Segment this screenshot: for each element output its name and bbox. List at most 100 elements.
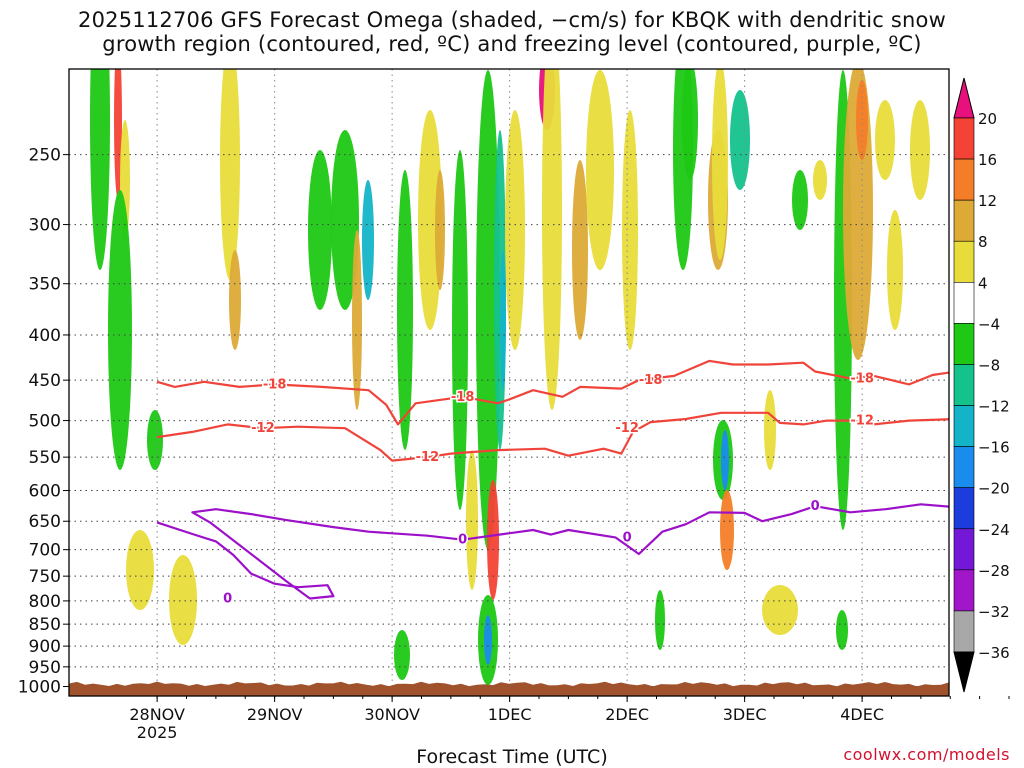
omega-blob xyxy=(622,110,638,350)
omega-blob xyxy=(229,250,241,350)
omega-blob xyxy=(682,69,698,180)
omega-blob xyxy=(108,190,132,470)
y-tick-label: 400 xyxy=(29,326,61,346)
chart-title: 2025112706 GFS Forecast Omega (shaded, −… xyxy=(78,8,946,32)
omega-blob xyxy=(466,450,478,590)
contour-label: -18 xyxy=(639,373,663,388)
y-tick-label: 300 xyxy=(29,216,61,236)
omega-blob xyxy=(762,585,798,635)
omega-blob xyxy=(887,210,903,330)
omega-blob xyxy=(655,590,665,650)
contour-label: -12 xyxy=(251,421,275,436)
contour-label: 0 xyxy=(811,499,820,514)
colorbar-segment xyxy=(953,446,975,488)
contour-label: 0 xyxy=(223,592,232,607)
y-tick-label: 950 xyxy=(29,658,61,678)
contour-label: -18 xyxy=(850,371,874,386)
colorbar-label: −4 xyxy=(978,315,1000,333)
y-tick-label: 750 xyxy=(29,567,61,587)
colorbar-segment xyxy=(953,405,975,447)
contour-label: -12 xyxy=(850,414,874,429)
colorbar-segment xyxy=(953,282,975,324)
y-tick-label: 1000 xyxy=(18,678,61,698)
omega-blob xyxy=(147,410,163,470)
omega-blob xyxy=(90,69,110,270)
y-tick-label: 900 xyxy=(29,637,61,657)
colorbar-label: −8 xyxy=(978,356,1000,374)
omega-blob xyxy=(484,615,492,665)
omega-blob xyxy=(721,430,729,490)
colorbar-label: 12 xyxy=(978,192,997,210)
omega-blob xyxy=(126,530,154,610)
omega-blob xyxy=(452,150,468,510)
colorbar-bottom-triangle xyxy=(953,651,975,693)
omega-blob xyxy=(586,70,614,270)
x-tick-label: 1DEC xyxy=(488,705,532,724)
temperature-contours: -18 -18 -18 -18 -12 -12 -12 -12 0 0 0 0 xyxy=(156,359,949,608)
omega-blob xyxy=(476,70,500,550)
contour-label: -12 xyxy=(416,450,440,465)
colorbar-label: −24 xyxy=(978,521,1010,539)
y-tick-label: 850 xyxy=(29,615,61,635)
omega-blob xyxy=(712,69,728,260)
contour-label: 0 xyxy=(458,533,467,548)
y-tick-label: 500 xyxy=(29,412,61,432)
x-year-label: 2025 xyxy=(137,723,178,742)
y-tick-label: 550 xyxy=(29,448,61,468)
chart-subtitle: growth region (contoured, red, ºC) and f… xyxy=(102,32,922,56)
omega-blob xyxy=(813,160,827,200)
omega-blob xyxy=(505,110,525,350)
contour-label: -12 xyxy=(615,421,639,436)
omega-blob xyxy=(572,160,588,340)
y-axis: 2503003504004505005506006507007508008509… xyxy=(18,146,69,698)
x-tick-label: 28NOV xyxy=(129,705,185,724)
y-tick-label: 450 xyxy=(29,371,61,391)
colorbar-segment xyxy=(953,487,975,530)
omega-blob xyxy=(397,170,413,450)
colorbar-label: −28 xyxy=(978,562,1010,580)
y-tick-label: 600 xyxy=(29,482,61,502)
ground-fill xyxy=(69,681,949,696)
colorbar-segment xyxy=(953,240,975,283)
contour-label: 0 xyxy=(623,530,632,545)
contour-label: -18 xyxy=(263,377,287,392)
colorbar-segment xyxy=(953,158,975,201)
colorbar-label: −32 xyxy=(978,603,1010,621)
omega-blob xyxy=(220,69,240,280)
colorbar-segment xyxy=(953,364,975,406)
ground-terrain xyxy=(69,681,949,696)
colorbar-label: 16 xyxy=(978,151,997,169)
omega-blob xyxy=(487,480,499,600)
watermark: coolwx.com/models xyxy=(843,745,1010,764)
contour-line xyxy=(156,411,949,462)
omega-blob xyxy=(169,555,197,645)
omega-blob xyxy=(910,100,930,200)
omega-blob xyxy=(435,170,445,290)
colorbar-label: −12 xyxy=(978,398,1010,416)
plot-frame xyxy=(68,68,950,697)
colorbar-label: −36 xyxy=(978,644,1010,662)
omega-blob xyxy=(792,170,808,230)
omega-blob xyxy=(764,390,776,470)
omega-blob xyxy=(331,130,359,310)
colorbar-label: 8 xyxy=(978,233,988,251)
omega-blob xyxy=(352,230,362,410)
omega-blob xyxy=(500,250,506,390)
omega-blob xyxy=(720,490,734,570)
omega-shading xyxy=(90,69,930,685)
omega-blob xyxy=(394,630,410,680)
omega-blob xyxy=(418,110,442,330)
x-tick-label: 29NOV xyxy=(247,705,303,724)
colorbar-segment xyxy=(953,199,975,242)
contour-line xyxy=(156,359,949,426)
colorbar-segment xyxy=(953,323,975,365)
colorbar-segment xyxy=(953,117,975,160)
x-tick-label: 30NOV xyxy=(364,705,420,724)
colorbar-top-triangle xyxy=(953,77,975,119)
x-axis: 28NOV 29NOV 30NOV 1DEC 2DEC 3DEC 4DEC 2025 xyxy=(129,696,1010,742)
omega-blob xyxy=(308,150,332,310)
x-tick-label: 3DEC xyxy=(723,705,767,724)
omega-blob xyxy=(114,69,122,200)
omega-blob xyxy=(875,100,895,180)
